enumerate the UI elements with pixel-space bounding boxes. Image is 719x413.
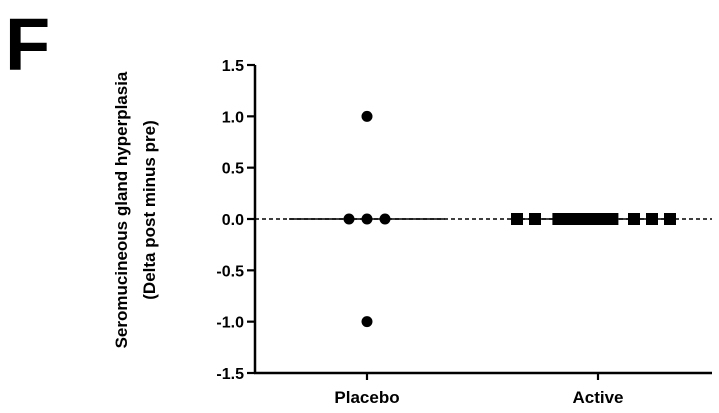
y-tick-label: -1.0 [216, 315, 244, 332]
data-point-active [646, 213, 658, 225]
y-tick-label: 0.0 [222, 212, 244, 229]
plot-area: 1.5 1.0 0.5 0.0 -0.5 -1.0 -1.5 Placebo Active [216, 58, 712, 407]
x-tick-label-placebo: Placebo [334, 388, 399, 407]
data-point-placebo [379, 213, 391, 225]
y-tick-label: 0.5 [222, 161, 244, 178]
x-tick-label-active: Active [572, 388, 623, 407]
data-point-active [574, 213, 586, 225]
data-point-placebo [343, 213, 355, 225]
y-axis-title-line1: Seromucineous gland hyperplasia [112, 71, 131, 348]
data-point-active [606, 213, 619, 225]
y-tick-label: -1.5 [216, 366, 244, 383]
y-tick-label: 1.0 [222, 109, 244, 126]
y-tick-label: -0.5 [216, 263, 244, 280]
y-tick-label: 1.5 [222, 58, 244, 75]
y-axis-title-line2: (Delta post minus pre) [140, 120, 159, 299]
data-point-active [563, 213, 576, 225]
data-point-placebo [361, 110, 373, 122]
data-point-active [584, 213, 597, 225]
data-point-active [511, 213, 523, 225]
data-point-active [628, 213, 640, 225]
data-point-active [595, 213, 608, 225]
panel-label: F [5, 3, 50, 86]
data-point-placebo [361, 213, 373, 225]
data-point-active [552, 213, 565, 225]
data-point-active [664, 213, 676, 225]
data-point-active [529, 213, 541, 225]
data-point-placebo [361, 316, 373, 328]
